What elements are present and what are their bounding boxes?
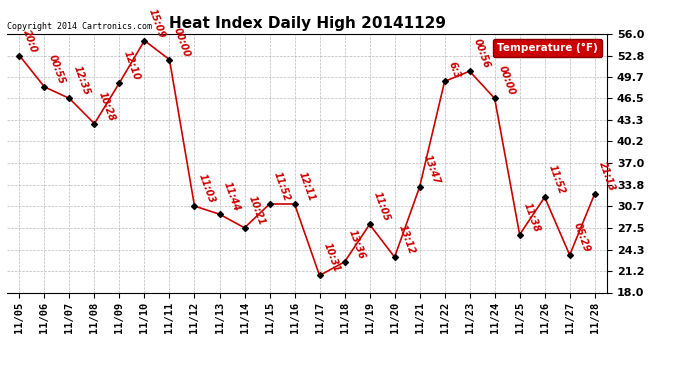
Text: 13:47: 13:47	[422, 153, 442, 186]
Text: 00:56: 00:56	[472, 38, 491, 70]
Text: 11:44: 11:44	[221, 180, 242, 213]
Text: 10:21: 10:21	[246, 194, 266, 226]
Text: 13:36: 13:36	[346, 228, 366, 261]
Text: 12:11: 12:11	[297, 170, 317, 202]
Text: 10:31: 10:31	[322, 242, 342, 274]
Text: 20:0: 20:0	[21, 28, 39, 54]
Legend: Temperature (°F): Temperature (°F)	[493, 39, 602, 57]
Text: Copyright 2014 Cartronics.com: Copyright 2014 Cartronics.com	[7, 22, 152, 31]
Text: 11:05: 11:05	[372, 190, 391, 223]
Text: 11:52: 11:52	[546, 164, 566, 196]
Text: 00:00: 00:00	[497, 64, 517, 97]
Text: 00:55: 00:55	[46, 53, 66, 86]
Text: 11:52: 11:52	[272, 170, 291, 202]
Text: 15:09: 15:09	[146, 7, 166, 39]
Text: 12:10: 12:10	[121, 49, 141, 81]
Text: 11:03: 11:03	[197, 172, 217, 205]
Text: 11:38: 11:38	[522, 201, 542, 233]
Text: 10:28: 10:28	[97, 90, 117, 122]
Text: 13:12: 13:12	[397, 223, 417, 256]
Text: 00:00: 00:00	[172, 26, 191, 58]
Title: Heat Index Daily High 20141129: Heat Index Daily High 20141129	[168, 16, 446, 31]
Text: 05:29: 05:29	[572, 221, 591, 254]
Text: 21:13: 21:13	[597, 160, 617, 192]
Text: 6:3: 6:3	[446, 60, 462, 80]
Text: 12:35: 12:35	[72, 64, 91, 97]
